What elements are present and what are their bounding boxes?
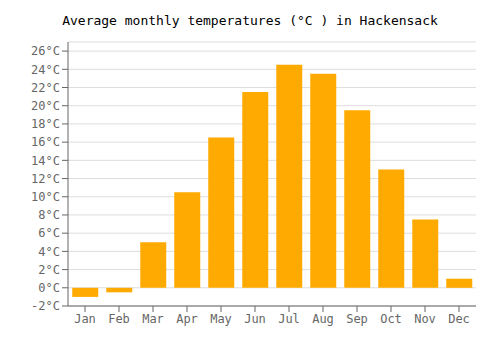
svg-text:0°C: 0°C <box>38 281 60 295</box>
svg-text:4°C: 4°C <box>38 245 60 259</box>
svg-text:May: May <box>210 312 232 326</box>
svg-text:22°C: 22°C <box>31 81 60 95</box>
svg-text:Mar: Mar <box>142 312 164 326</box>
svg-text:Sep: Sep <box>346 312 368 326</box>
svg-text:Apr: Apr <box>176 312 198 326</box>
svg-text:24°C: 24°C <box>31 63 60 77</box>
svg-text:12°C: 12°C <box>31 172 60 186</box>
svg-text:Jun: Jun <box>244 312 266 326</box>
svg-text:Dec: Dec <box>448 312 470 326</box>
svg-text:6°C: 6°C <box>38 226 60 240</box>
svg-text:Aug: Aug <box>312 312 334 326</box>
svg-text:2°C: 2°C <box>38 263 60 277</box>
svg-text:16°C: 16°C <box>31 135 60 149</box>
svg-text:Oct: Oct <box>380 312 402 326</box>
svg-text:14°C: 14°C <box>31 154 60 168</box>
svg-text:-2°C: -2°C <box>31 299 60 313</box>
svg-text:Nov: Nov <box>414 312 436 326</box>
svg-text:20°C: 20°C <box>31 99 60 113</box>
html-text:Average monthly temperatures (: Average monthly temperatures (°C ) in Ha… <box>62 13 438 28</box>
svg-text:18°C: 18°C <box>31 117 60 131</box>
svg-text:10°C: 10°C <box>31 190 60 204</box>
svg-text:26°C: 26°C <box>31 44 60 58</box>
svg-text:8°C: 8°C <box>38 208 60 222</box>
svg-text:Feb: Feb <box>108 312 130 326</box>
svg-text:Jan: Jan <box>74 312 96 326</box>
svg-text:Jul: Jul <box>278 312 300 326</box>
